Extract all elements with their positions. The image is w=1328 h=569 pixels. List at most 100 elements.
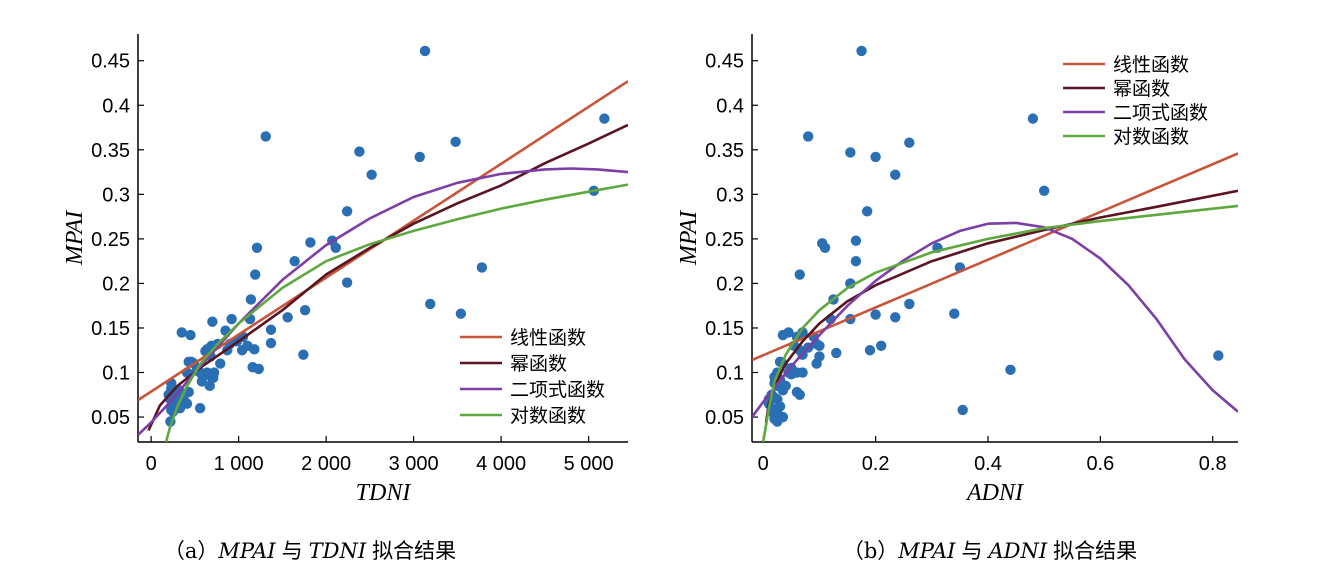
x-tick-label: 0: [146, 453, 157, 475]
data-point: [265, 324, 277, 335]
data-point: [196, 376, 208, 387]
data-point: [226, 313, 237, 325]
y-tick-label: 0.05: [705, 407, 744, 429]
data-point: [305, 237, 316, 248]
caption-a-conj: 与: [282, 539, 303, 563]
data-point: [794, 269, 805, 280]
x-tick-label: 4 000: [476, 453, 526, 475]
fit-curves: [752, 152, 1238, 442]
data-point: [850, 235, 862, 246]
data-point: [890, 312, 901, 323]
legend-label: 线性函数: [510, 327, 586, 349]
caption-b-xname: ADNI: [986, 539, 1047, 563]
x-axis-label: TDNI: [356, 480, 412, 506]
series-line-3: [164, 183, 628, 442]
data-point: [476, 262, 488, 273]
data-point: [455, 308, 467, 319]
data-point: [215, 358, 226, 369]
series-line-2: [752, 221, 1238, 418]
y-tick-label: 0.25: [705, 229, 744, 251]
data-point: [777, 329, 789, 341]
data-point: [797, 367, 808, 378]
data-point: [414, 151, 425, 163]
y-axis-label: MPAI: [676, 210, 702, 266]
caption-b-label: （b）: [843, 539, 898, 563]
y-tick-label: 0.4: [716, 95, 744, 117]
caption-a: （a）MPAI 与 TDNI 拟合结果: [164, 539, 456, 563]
legend-label: 二项式函数: [510, 379, 605, 401]
data-point: [949, 308, 960, 319]
series-line-0: [752, 152, 1238, 362]
data-point: [845, 147, 856, 158]
x-tick-label: 0.8: [1199, 453, 1227, 475]
y-tick-label: 0.3: [102, 184, 130, 206]
data-point: [298, 349, 309, 360]
y-tick-label: 0.4: [102, 95, 130, 117]
data-point: [250, 269, 261, 280]
data-point: [814, 340, 825, 351]
y-tick-label: 0.2: [102, 273, 130, 295]
x-tick-label: 0.2: [862, 453, 890, 475]
data-point: [341, 206, 353, 217]
x-tick-label: 0.4: [974, 453, 1002, 475]
y-tick-label: 0.15: [91, 318, 130, 340]
y-tick-label: 0.1: [716, 363, 744, 385]
series-line-3: [761, 204, 1238, 442]
caption-b-yname: MPAI: [897, 539, 956, 563]
data-point: [194, 402, 206, 414]
data-point: [282, 312, 293, 323]
legend-label: 幂函数: [510, 353, 567, 375]
legend-label: 幂函数: [1113, 78, 1170, 100]
data-point: [207, 316, 218, 327]
data-point: [599, 113, 610, 124]
fit-curves: [138, 80, 628, 442]
data-point: [802, 131, 814, 142]
data-point: [247, 361, 258, 373]
legend-label: 对数函数: [1113, 126, 1189, 148]
data-point: [864, 345, 876, 356]
caption-b: （b）MPAI 与 ADNI 拟合结果: [843, 539, 1137, 563]
caption-a-label: （a）: [164, 539, 219, 563]
data-point: [831, 347, 842, 359]
data-point: [341, 277, 353, 288]
data-point: [904, 298, 915, 310]
data-point: [780, 380, 791, 392]
y-tick-label: 0.35: [705, 140, 744, 162]
x-axis-label: ADNI: [965, 480, 1024, 506]
y-tick-label: 0.1: [102, 363, 130, 385]
caption-a-xname: TDNI: [309, 539, 367, 563]
chart-adni: 0.05 0.1 0.15 0.2 0.25 0.3 0.35 0.4 0.45 0 0.2 0.4 0…: [676, 34, 1238, 506]
caption-b-conj: 与: [961, 539, 982, 563]
data-point: [850, 255, 862, 267]
y-tick-label: 0.45: [705, 51, 744, 73]
y-tick-label: 0.45: [91, 51, 130, 73]
y-tick-label: 0.05: [91, 407, 130, 429]
x-tick-label: 0.6: [1086, 453, 1114, 475]
data-point: [772, 416, 783, 427]
series-line-1: [764, 189, 1238, 423]
data-point: [299, 304, 311, 316]
x-tick-label: 0: [758, 453, 769, 475]
data-point: [904, 137, 915, 148]
y-tick-label: 0.15: [705, 318, 744, 340]
data-point: [185, 329, 196, 341]
data-point: [251, 242, 263, 253]
legend-label: 对数函数: [510, 405, 586, 427]
series-line-1: [147, 123, 628, 431]
data-point: [176, 327, 187, 338]
data-point: [236, 345, 248, 356]
data-point: [786, 369, 797, 380]
y-tick-label: 0.2: [716, 273, 744, 295]
y-tick-label: 0.3: [716, 184, 744, 206]
chart-tdni: 0.05 0.1 0.15 0.2 0.25 0.3 0.35 0.4 0.45 0 1 000 2 …: [62, 34, 628, 506]
data-point: [856, 45, 867, 57]
data-point: [1038, 185, 1050, 196]
data-point: [1005, 364, 1016, 376]
data-point: [289, 255, 300, 267]
caption-a-yname: MPAI: [217, 539, 276, 563]
series-line-2: [138, 167, 628, 436]
x-tick-label: 5 000: [564, 453, 614, 475]
